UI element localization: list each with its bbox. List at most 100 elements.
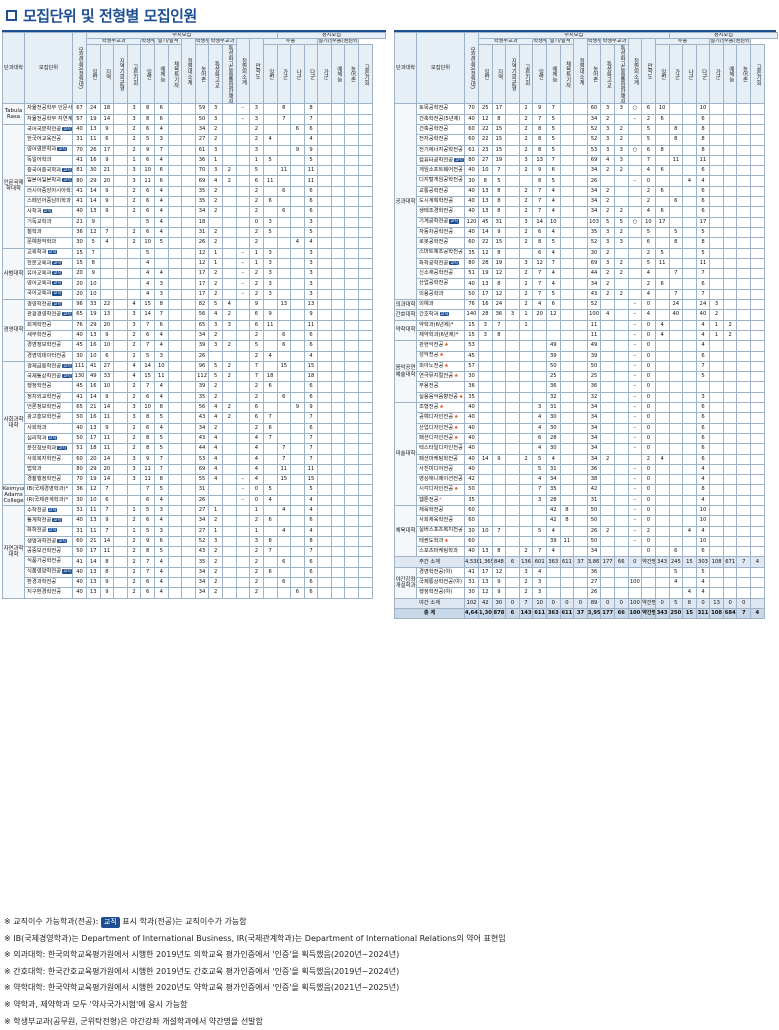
cell-value	[518, 371, 534, 383]
cell-value	[750, 278, 765, 290]
cell-value: 6	[290, 587, 305, 599]
teaching-badge: 교직	[57, 146, 67, 152]
summary-label: 주간 소계	[394, 556, 465, 568]
cell-value	[181, 216, 196, 228]
cell-value	[600, 422, 615, 434]
cell-value	[505, 154, 520, 167]
cell-value: 70	[464, 103, 479, 115]
cell-value	[736, 391, 752, 404]
cell-value	[505, 504, 520, 517]
cell-value	[682, 412, 697, 424]
cell-value	[290, 113, 305, 126]
cell-value	[358, 484, 373, 496]
cell-value: 20	[72, 288, 87, 301]
cell-value	[709, 566, 724, 579]
cell-value: 2	[518, 103, 534, 115]
cell-value: 8	[478, 175, 493, 187]
cell-value	[505, 113, 520, 126]
cell-value	[491, 443, 507, 455]
cell-value	[113, 329, 128, 342]
cell-value: 6	[532, 432, 547, 445]
cell-value	[613, 360, 629, 373]
cell-value	[181, 587, 196, 599]
right-row: 교통공학전공 40 13 8 2 7 4 34 2 2 6 6	[395, 185, 778, 198]
cell-value: 5	[262, 154, 278, 167]
cell-value: –	[235, 113, 251, 126]
cell-value: 2	[600, 113, 615, 126]
cell-value: 2	[126, 546, 142, 558]
cell-value	[167, 196, 183, 208]
header-col-16: 나군	[682, 44, 697, 105]
cell-value: 6	[303, 329, 319, 342]
cell-value: 3	[303, 216, 319, 228]
cell-value	[654, 381, 670, 393]
cell-value: 9	[99, 422, 115, 434]
cell-value	[573, 340, 588, 352]
left-row: 경영정보학전공 45 16 10 2 7 4 39 3 2 5 6 6	[3, 340, 386, 352]
cell-value	[290, 329, 305, 342]
cell-value: 70	[72, 474, 87, 486]
cell-value: 0	[641, 329, 656, 342]
cell-value	[221, 144, 237, 156]
cell-value: 11	[86, 504, 101, 517]
cell-value	[682, 113, 697, 126]
cell-value: 13	[86, 123, 101, 136]
cell-value	[330, 237, 346, 249]
cell-value: 80	[464, 154, 479, 167]
cell-value	[518, 525, 534, 537]
cell-value: 1	[518, 309, 534, 321]
cell-value	[613, 175, 629, 187]
cell-value	[358, 453, 373, 465]
cell-value: 0	[641, 474, 656, 486]
cell-value: 14	[99, 113, 115, 126]
cell-value	[317, 381, 332, 393]
cell-value: 6	[140, 154, 155, 167]
cell-value	[358, 546, 373, 558]
cell-value: 6	[290, 123, 305, 136]
cell-value	[559, 329, 575, 342]
cell-value	[221, 237, 237, 249]
cell-value	[317, 288, 332, 301]
cell-value	[722, 144, 738, 156]
cell-value: 8	[99, 566, 115, 579]
cell-value	[317, 165, 332, 177]
cell-value: 3	[478, 329, 493, 342]
cell-value: 34	[586, 453, 602, 465]
cell-value	[358, 350, 373, 362]
cell-value	[330, 432, 346, 445]
cell-value	[344, 546, 360, 558]
cell-value: 7	[532, 288, 547, 301]
cell-value	[317, 474, 332, 486]
cell-value: 5	[262, 226, 278, 239]
cell-value	[545, 587, 561, 599]
cell-value: 13	[86, 566, 101, 579]
cell-value	[221, 391, 237, 404]
cell-value	[344, 453, 360, 465]
cell-value	[613, 350, 629, 362]
cell-value: 3	[303, 257, 319, 270]
night-row: 야간강좌개설학과 경영학전공(야) 41 17 12 3 4 36 5 5	[394, 566, 778, 599]
cell-value	[113, 504, 128, 517]
cell-value	[505, 268, 520, 280]
cell-value: 26	[586, 175, 602, 187]
summary-value: 15	[682, 556, 697, 568]
cell-value: 60	[586, 103, 602, 115]
cell-value	[736, 474, 752, 486]
cell-value	[722, 504, 738, 517]
summary-value	[750, 597, 765, 609]
cell-value	[573, 350, 588, 362]
left-row: 문헌정보학과 교직 51 18 11 2 8 5 44 4 4 7 7	[3, 443, 386, 455]
cell-value	[344, 134, 360, 146]
header-col-7: 체육특기자	[559, 44, 575, 105]
cell-value	[290, 154, 305, 167]
cell-value: 30	[586, 247, 602, 259]
summary-value: 8	[682, 597, 697, 609]
cell-value: 7	[276, 453, 292, 465]
cell-value	[290, 546, 305, 558]
cell-value: 4	[641, 288, 656, 301]
left-row: 정치외교학전공 41 14 9 2 6 4 35 2 2 6 6	[3, 391, 386, 404]
cell-value: 26	[194, 494, 210, 506]
department-name: 연극뮤지컬전공♣	[416, 371, 465, 383]
cell-value: 1	[208, 504, 223, 517]
cell-value: 4	[208, 309, 223, 321]
